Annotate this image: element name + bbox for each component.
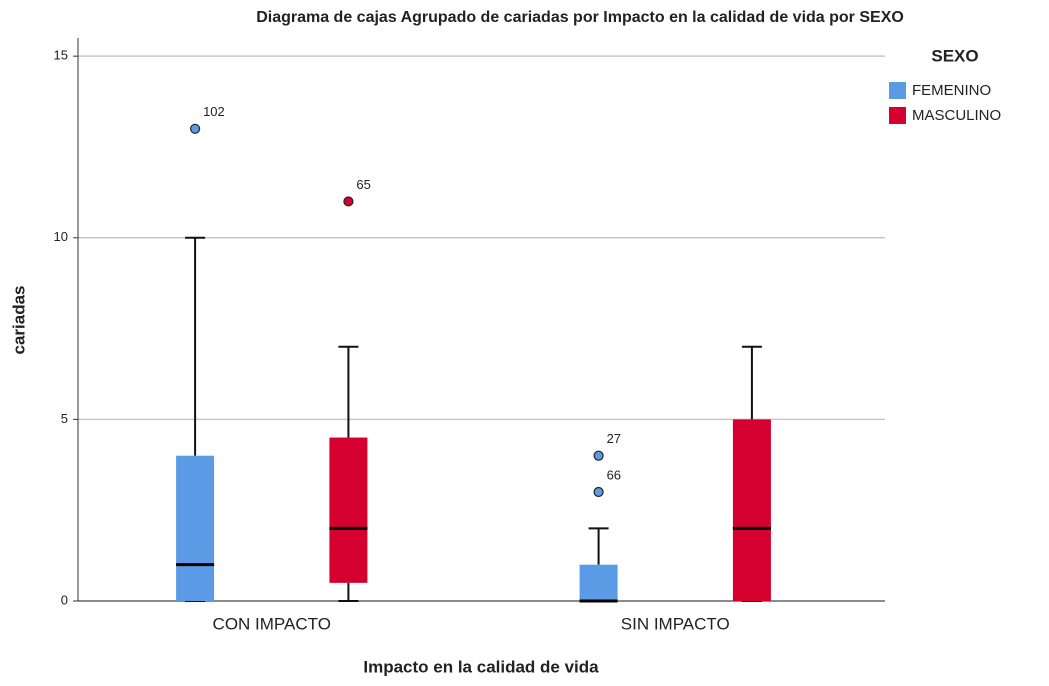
box (329, 437, 368, 583)
outlier-label: 66 (607, 467, 621, 482)
outlier (593, 486, 604, 498)
outlier (343, 196, 354, 207)
outlier-label: 65 (356, 177, 370, 192)
legend-swatch (889, 107, 906, 124)
chart-title: Diagrama de cajas Agrupado de cariadas p… (256, 9, 904, 26)
outlier (593, 450, 604, 461)
legend-swatch (889, 82, 906, 99)
x-tick-label: SIN IMPACTO (621, 614, 730, 633)
y-tick-label: 0 (61, 592, 68, 607)
x-axis-label: Impacto en la calidad de vida (363, 657, 599, 676)
y-axis-label: cariadas (9, 286, 28, 355)
legend-title: SEXO (931, 46, 978, 65)
outlier-label: 102 (203, 104, 225, 119)
box (579, 564, 618, 601)
box (732, 419, 771, 601)
y-tick-label: 5 (61, 411, 68, 426)
legend-label: FEMENINO (912, 82, 991, 99)
y-tick-label: 15 (54, 48, 68, 63)
outlier (189, 123, 201, 134)
box (176, 455, 215, 601)
legend-label: MASCULINO (912, 107, 1001, 124)
y-tick-label: 10 (54, 229, 68, 244)
outlier-label: 27 (607, 431, 621, 446)
x-tick-label: CON IMPACTO (213, 614, 331, 633)
